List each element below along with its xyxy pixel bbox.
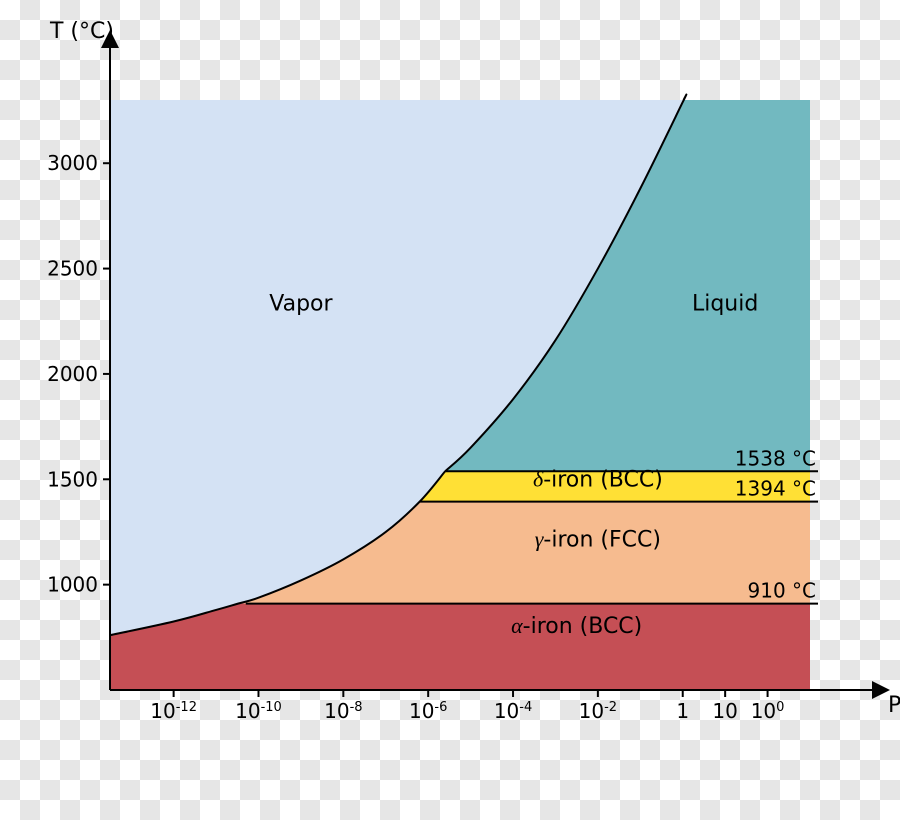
label-alpha-iron: α-iron (BCC) [511,613,642,639]
x-tick-label: 10-2 [579,699,617,723]
x-tick-label: 10-6 [409,699,447,723]
x-tick-label: 10-10 [235,699,282,723]
phase-diagram-svg: 1000 1500 2000 2500 3000 10-12 10-10 10-8 10-6 10… [0,0,900,820]
y-tick-label: 1500 [47,467,98,491]
y-tick-label: 2000 [47,362,98,386]
x-tick-label: 10-12 [150,699,197,723]
label-gamma-iron: γ-iron (FCC) [535,527,661,553]
temp-annotation: 910 °C [748,579,817,603]
label-vapor: Vapor [269,292,333,317]
x-tick-label: 100 [751,699,785,723]
y-tick-label: 2500 [47,257,98,281]
y-axis-title: T (°C) [49,19,114,44]
label-delta-iron: δ-iron (BCC) [533,466,663,492]
temp-annotation: 1394 °C [735,477,816,501]
temp-annotation: 1538 °C [735,446,816,470]
label-liquid: Liquid [692,292,758,317]
x-tick-label: 10 [712,699,737,723]
x-tick-label: 10-8 [324,699,362,723]
y-tick-label: 3000 [47,151,98,175]
x-axis-title: P (bar) [888,693,900,718]
x-tick-label: 10-4 [494,699,532,723]
region-alpha-iron [110,604,810,690]
x-tick-label: 1 [676,699,689,723]
y-tick-label: 1000 [47,573,98,597]
